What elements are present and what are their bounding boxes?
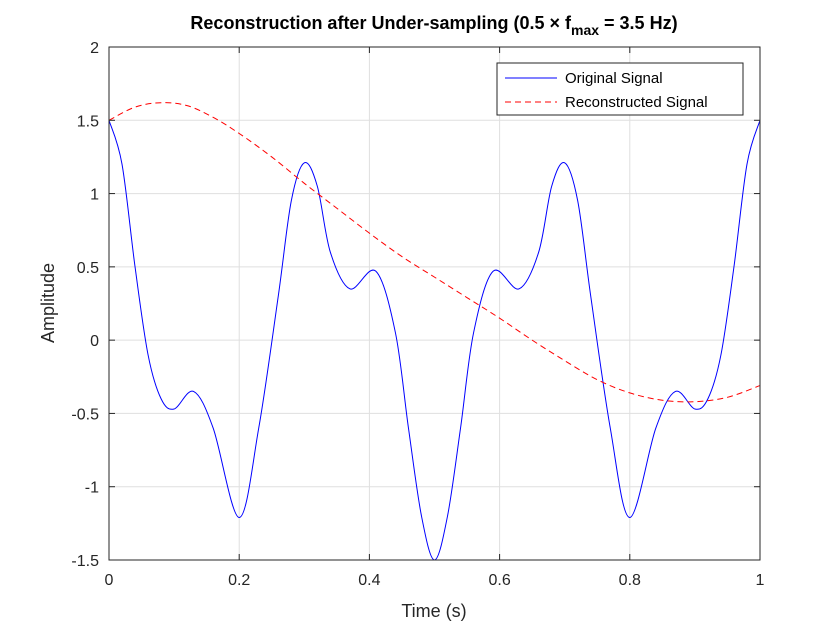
y-tick-label: 0.5 — [77, 260, 99, 277]
y-axis-label: Amplitude — [38, 263, 58, 343]
x-tick-label: 0.4 — [358, 572, 380, 589]
title-tail: = 3.5 Hz) — [599, 13, 678, 33]
chart-title: Reconstruction after Under-sampling (0.5… — [190, 13, 677, 38]
legend-label-reconstructed: Reconstructed Signal — [565, 94, 708, 111]
y-tick-label: 1 — [90, 187, 99, 204]
legend: Original Signal Reconstructed Signal — [496, 62, 744, 116]
y-tick-label: -1.5 — [71, 553, 99, 570]
x-axis-label: Time (s) — [401, 601, 466, 621]
x-tick-label: 0.8 — [619, 572, 641, 589]
plot-frame — [108, 46, 761, 561]
y-tick-label: -0.5 — [71, 406, 99, 423]
legend-label-original: Original Signal — [565, 70, 663, 87]
x-tick-label: 0 — [105, 572, 114, 589]
legend-box — [496, 62, 744, 116]
title-subscript: max — [571, 22, 599, 38]
ticks: 0 0.2 0.4 0.6 0.8 1 -1.5 -1 -0.5 0 0.5 1 1.5 2 — [71, 40, 764, 589]
plot-area — [109, 47, 760, 560]
title-main: Reconstruction after Under-sampling (0.5… — [190, 13, 572, 33]
y-tick-label: 2 — [90, 40, 99, 57]
y-tick-label: -1 — [85, 480, 99, 497]
x-tick-label: 1 — [756, 572, 765, 589]
y-tick-label: 0 — [90, 333, 99, 350]
x-tick-label: 0.2 — [228, 572, 250, 589]
series-reconstructed-signal-line — [108, 102, 761, 403]
y-tick-label: 1.5 — [77, 113, 99, 130]
x-tick-label: 0.6 — [488, 572, 510, 589]
